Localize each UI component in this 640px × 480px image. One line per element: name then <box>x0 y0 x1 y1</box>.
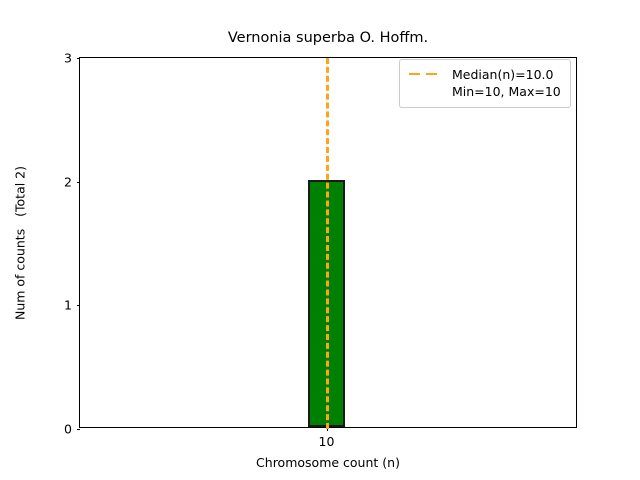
plot-area: 0 1 2 3 10 Median(n)=10.0 Min=10, Max=10 <box>64 51 577 449</box>
dashed-line-icon <box>409 66 443 83</box>
x-axis-label: Chromosome count (n) <box>256 455 400 470</box>
y-tick-mark-0 <box>76 429 80 430</box>
y-tick-label-1: 1 <box>64 297 72 313</box>
legend-entry-minmax: Min=10, Max=10 <box>452 84 561 99</box>
y-tick-label-0: 0 <box>64 421 72 437</box>
y-axis-label-container: Num of counts (Total 2) <box>0 57 40 428</box>
median-line <box>325 58 329 429</box>
y-tick-mark-3 <box>76 58 80 59</box>
y-tick-mark-1 <box>76 305 80 307</box>
y-axis-label-total: (Total 2) <box>12 165 28 217</box>
y-axis-label-main: Num of counts <box>12 228 28 320</box>
page-title: Vernonia superba O. Hoffm. <box>227 30 429 46</box>
chart-legend: Median(n)=10.0 Min=10, Max=10 <box>399 59 571 108</box>
legend-text-group: Median(n)=10.0 Min=10, Max=10 <box>452 66 561 100</box>
y-tick-label-2: 2 <box>64 174 72 190</box>
x-tick-label-10: 10 <box>318 434 335 449</box>
y-tick-mark-2 <box>76 181 80 183</box>
y-axis-label: Num of counts (Total 2) <box>13 165 28 319</box>
y-tick-label-3: 3 <box>64 50 72 66</box>
legend-entry-median: Median(n)=10.0 <box>452 67 554 82</box>
